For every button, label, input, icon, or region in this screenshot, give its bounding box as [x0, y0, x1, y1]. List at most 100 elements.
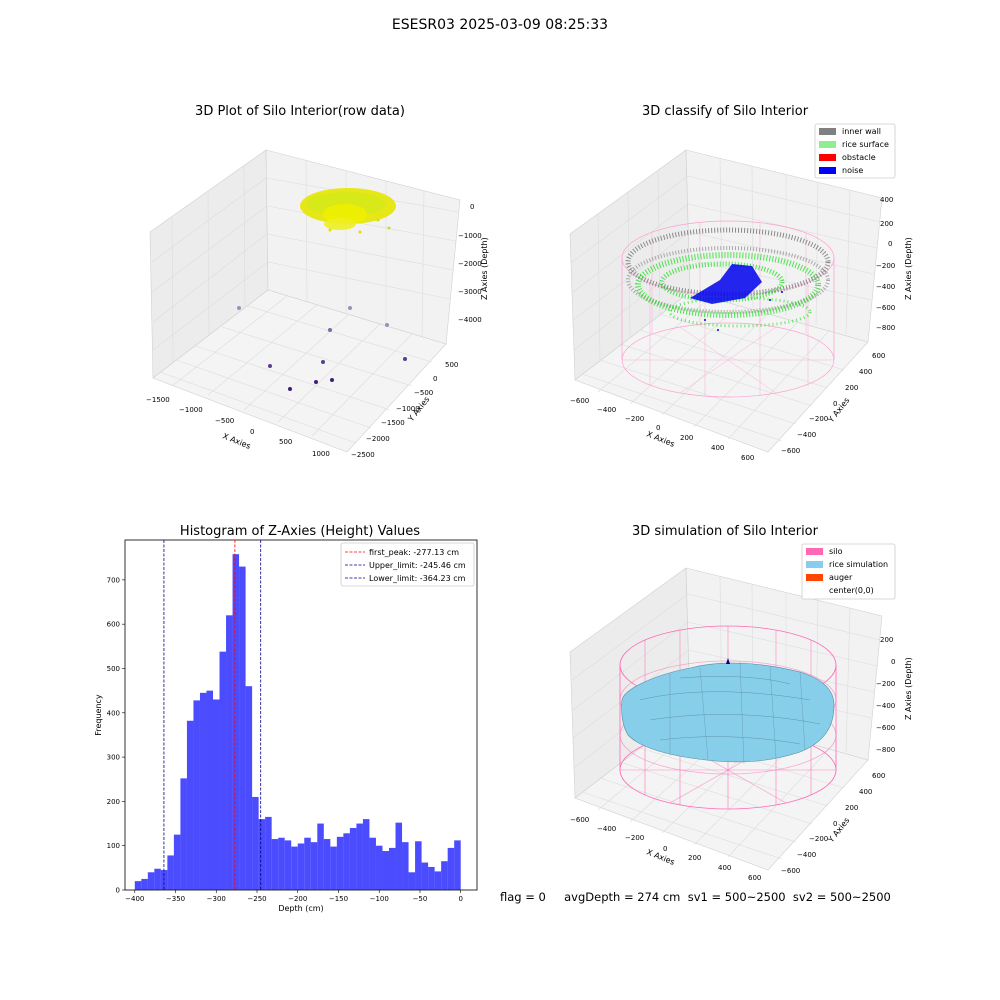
classify-ztick: 0	[888, 240, 892, 248]
legend-label-lower-limit: Lower_limit: -364.23 cm	[369, 574, 466, 583]
raw-xtick: 500	[279, 438, 292, 446]
legend-label-upper-limit: Upper_limit: -245.46 cm	[369, 561, 466, 570]
simulation-xlabel: X Axies	[645, 848, 676, 867]
simulation-plot-title: 3D simulation of Silo Interior	[632, 524, 818, 539]
histogram-x-tick-label: −300	[207, 895, 226, 903]
histogram-x-tick-label: −250	[247, 895, 266, 903]
histogram-bar	[362, 819, 370, 890]
classify-ztick: −200	[876, 262, 895, 270]
simulation-ytick: 600	[872, 772, 885, 780]
legend-swatch-auger	[806, 574, 823, 581]
figure-title: ESESR03 2025-03-09 08:25:33	[391, 17, 609, 33]
classify-ytick: 200	[845, 384, 858, 392]
histogram-xlabel: Depth (cm)	[278, 904, 323, 913]
histogram-y-tick-label: 100	[107, 842, 120, 850]
auger-center-marker	[726, 658, 730, 664]
histogram-bar	[258, 819, 266, 890]
classify-ytick: 400	[859, 368, 872, 376]
classify-xtick: −600	[570, 397, 589, 405]
raw-xtick: −1500	[146, 396, 170, 404]
histogram-bar	[454, 840, 461, 890]
classify-xtick: −200	[625, 415, 644, 423]
legend-swatch-obstacle	[819, 154, 836, 161]
raw-plot-floor-pane	[152, 289, 447, 453]
histogram-bar	[408, 872, 416, 890]
classify-ytick: 600	[872, 352, 885, 360]
histogram-bar	[382, 851, 389, 890]
histogram-bar	[245, 686, 253, 890]
histogram-bar	[199, 692, 207, 890]
legend-swatch-rice-simulation	[806, 561, 823, 568]
simulation-ztick: −800	[876, 746, 895, 754]
histogram-x-tick-label: −100	[370, 895, 389, 903]
histogram-bar	[134, 881, 142, 890]
raw-ztick: −2000	[458, 260, 482, 268]
histogram-y-tick-label: 500	[107, 665, 120, 673]
histogram-bars	[134, 554, 461, 890]
raw-xtick: −500	[215, 417, 234, 425]
legend-label-auger: auger	[829, 573, 853, 582]
histogram-y-ticks: 0 100 200 300 400 500 600 700	[107, 576, 125, 895]
classify-xtick: 600	[741, 454, 754, 462]
legend-label-noise: noise	[842, 166, 863, 175]
legend-label-obstacle: obstacle	[842, 153, 876, 162]
histogram-bar	[213, 699, 220, 890]
histogram-bar	[252, 796, 259, 890]
raw-xlabel: X Axies	[221, 432, 252, 451]
raw-ztick: −1000	[458, 232, 482, 240]
histogram-bar	[356, 823, 363, 890]
histogram-y-tick-label: 0	[116, 887, 120, 895]
legend-label-silo: silo	[829, 547, 843, 556]
simulation-rice-surface	[621, 661, 835, 765]
raw-ytick: −2500	[351, 451, 375, 459]
histogram-legend: first_peak: -277.13 cm Upper_limit: -245…	[340, 542, 475, 587]
histogram-bar	[284, 840, 292, 890]
simulation-ztick: −600	[876, 724, 895, 732]
histogram-bar	[186, 720, 194, 890]
histogram-bar	[375, 845, 383, 890]
histogram-x-ticks: −400 −350 −300 −250 −200 −150 −100 −50 0	[125, 890, 463, 903]
histogram-y-tick-label: 600	[107, 621, 120, 629]
raw-ytick: −2000	[366, 435, 390, 443]
raw-point-cloud	[300, 188, 396, 234]
histogram-bar	[239, 566, 246, 890]
raw-plot-grid	[151, 159, 460, 444]
classify-ytick: −400	[797, 431, 816, 439]
legend-swatch-silo	[806, 548, 823, 555]
histogram-y-tick-label: 300	[107, 754, 120, 762]
histogram-bar	[434, 871, 442, 890]
histogram-bar	[180, 778, 187, 890]
simulation-ylabel: Y Axies	[826, 816, 852, 845]
histogram-x-tick-label: −400	[125, 895, 144, 903]
classify-ytick: −600	[781, 447, 800, 455]
classify-ztick: −400	[876, 283, 895, 291]
simulation-xtick: 0	[663, 845, 667, 853]
raw-ytick: 500	[445, 361, 458, 369]
raw-xtick: 0	[250, 428, 254, 436]
simulation-ztick: −400	[876, 702, 895, 710]
histogram-x-tick-label: −350	[166, 895, 185, 903]
legend-label-inner-wall: inner wall	[842, 127, 881, 136]
classify-xtick: 400	[711, 444, 724, 452]
legend-swatch-inner-wall	[819, 128, 836, 135]
raw-outlier-points	[237, 306, 407, 391]
simulation-xtick: 600	[748, 874, 761, 882]
classify-ztick: −800	[876, 324, 895, 332]
raw-plot-title: 3D Plot of Silo Interior(row data)	[195, 104, 405, 119]
raw-xtick: 1000	[312, 450, 330, 458]
simulation-plot-3d: −600 −400 −200 0 200 400 600 600 400 200…	[569, 543, 913, 882]
raw-plot-3d: −1500 −1000 −500 0 500 1000 500 0 −500 −…	[146, 149, 489, 459]
histogram-bar	[317, 823, 324, 890]
histogram-bar	[206, 690, 213, 890]
legend-swatch-noise	[819, 167, 836, 174]
histogram-bar	[447, 847, 455, 890]
histogram-bar	[291, 846, 298, 890]
histogram-bar	[265, 816, 272, 890]
raw-ytick: −1500	[381, 419, 405, 427]
simulation-xtick: 400	[718, 864, 731, 872]
classify-ztick: 400	[880, 196, 893, 204]
histogram-bar	[395, 822, 403, 890]
histogram-bar	[173, 834, 181, 890]
classify-xtick: 0	[656, 424, 660, 432]
legend-label-rice-simulation: rice simulation	[829, 560, 888, 569]
